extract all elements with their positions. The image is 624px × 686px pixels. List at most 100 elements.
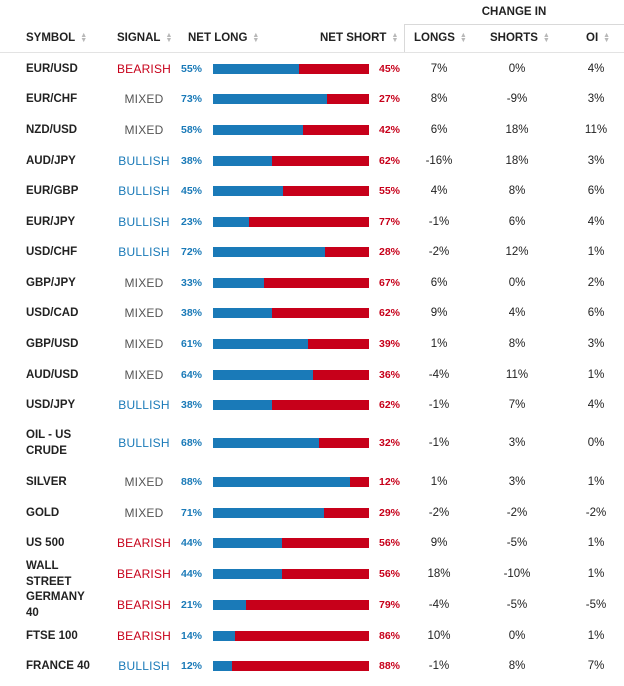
signal-label: BEARISH <box>116 628 172 643</box>
sort-signal-header[interactable]: SIGNAL ▲ ▼ <box>117 24 172 52</box>
net-long-bar-fill <box>213 477 350 487</box>
change-longs: -2% <box>428 246 450 258</box>
change-shorts: 0% <box>508 276 526 289</box>
symbol-link[interactable]: FTSE 100 <box>26 629 78 642</box>
table-row[interactable]: OIL - US CRUDE BULLISH 68% 32% -1% 3% 0% <box>0 420 624 466</box>
symbol-link[interactable]: GOLD <box>26 506 60 519</box>
table-row[interactable]: USD/CAD MIXED 38% 62% 9% 4% 6% <box>0 298 624 328</box>
table-row[interactable]: FTSE 100 BEARISH 14% 86% 10% 0% 1% <box>0 620 624 651</box>
net-long-percent: 33% <box>180 276 202 289</box>
change-longs: 18% <box>427 567 451 580</box>
change-longs: 1% <box>430 475 448 488</box>
sort-oi-header[interactable]: OI ▲ ▼ <box>586 24 610 52</box>
net-long-bar-fill <box>213 600 246 610</box>
signal-label: MIXED <box>124 275 164 290</box>
table-row[interactable]: GERMANY 40 BEARISH 21% 79% -4% -5% -5% <box>0 589 624 620</box>
symbol-link[interactable]: NZD/USD <box>26 123 78 136</box>
change-longs: 7% <box>430 63 448 75</box>
table-row[interactable]: US 500 BEARISH 44% 56% 9% -5% 1% <box>0 528 624 558</box>
symbol-link[interactable]: AUD/USD <box>26 368 79 381</box>
symbol-link[interactable]: EUR/CHF <box>26 93 78 105</box>
column-divider <box>404 24 405 53</box>
change-longs: 4% <box>430 185 448 197</box>
sort-net-short-header[interactable]: NET SHORT ▲ ▼ <box>320 24 398 52</box>
symbol-header-label: SYMBOL <box>26 32 76 44</box>
sentiment-bar <box>213 569 369 579</box>
table-row[interactable]: AUD/JPY BULLISH 38% 62% -16% 18% 3% <box>0 145 624 176</box>
change-shorts: 18% <box>505 123 529 136</box>
symbol-link[interactable]: AUD/JPY <box>26 154 76 167</box>
table-row[interactable]: NZD/USD MIXED 58% 42% 6% 18% 11% <box>0 114 624 145</box>
signal-label: BEARISH <box>116 62 172 76</box>
table-row[interactable]: EUR/JPY BULLISH 23% 77% -1% 6% 4% <box>0 206 624 237</box>
sentiment-bar <box>213 217 369 227</box>
table-row[interactable]: EUR/CHF MIXED 73% 27% 8% -9% 3% <box>0 84 624 114</box>
net-long-percent: 64% <box>180 368 202 381</box>
signal-label: MIXED <box>124 336 164 351</box>
signal-label: BULLISH <box>118 153 170 168</box>
change-shorts: -2% <box>506 506 528 519</box>
table-row[interactable]: WALL STREET BEARISH 44% 56% 18% -10% 1% <box>0 558 624 589</box>
net-long-percent: 71% <box>180 506 202 519</box>
sort-shorts-header[interactable]: SHORTS ▲ ▼ <box>490 24 550 52</box>
symbol-link[interactable]: GBP/USD <box>26 337 79 350</box>
symbol-link[interactable]: US 500 <box>26 537 65 549</box>
net-short-percent: 45% <box>378 63 400 75</box>
net-long-bar-fill <box>213 661 232 671</box>
net-long-bar-fill <box>213 438 319 448</box>
table-row[interactable]: USD/JPY BULLISH 38% 62% -1% 7% 4% <box>0 390 624 420</box>
net-long-percent: 55% <box>180 63 202 75</box>
sort-net-long-header[interactable]: NET LONG ▲ ▼ <box>188 24 259 52</box>
net-short-bar-fill <box>232 661 369 671</box>
net-long-percent: 73% <box>180 93 202 105</box>
change-oi: 1% <box>587 246 605 258</box>
symbol-link[interactable]: USD/CHF <box>26 246 78 258</box>
symbol-link[interactable]: EUR/USD <box>26 63 78 75</box>
sort-arrows-icon: ▲ ▼ <box>165 32 173 44</box>
symbol-link[interactable]: WALL STREET <box>26 559 72 588</box>
table-row[interactable]: GOLD MIXED 71% 29% -2% -2% -2% <box>0 497 624 528</box>
table-row[interactable]: SILVER MIXED 88% 12% 1% 3% 1% <box>0 466 624 497</box>
change-shorts: 8% <box>508 185 526 197</box>
net-short-bar-fill <box>264 278 369 288</box>
table-row[interactable]: AUD/USD MIXED 64% 36% -4% 11% 1% <box>0 359 624 390</box>
net-short-percent: 42% <box>378 123 400 136</box>
symbol-link[interactable]: OIL - US CRUDE <box>26 429 72 457</box>
table-row[interactable]: EUR/USD BEARISH 55% 45% 7% 0% 4% <box>0 54 624 84</box>
sort-longs-header[interactable]: LONGS ▲ ▼ <box>414 24 467 52</box>
symbol-link[interactable]: USD/JPY <box>26 399 76 411</box>
table-row[interactable]: GBP/USD MIXED 61% 39% 1% 8% 3% <box>0 328 624 359</box>
sentiment-bar <box>213 64 369 74</box>
signal-label: MIXED <box>124 474 164 489</box>
net-long-percent: 61% <box>180 337 202 350</box>
sentiment-bar <box>213 600 369 610</box>
symbol-link[interactable]: FRANCE 40 <box>26 660 90 672</box>
change-oi: -5% <box>585 598 607 611</box>
table-row[interactable]: FRANCE 40 BULLISH 12% 88% -1% 8% 7% <box>0 651 624 681</box>
sort-arrows-icon: ▲ ▼ <box>252 32 260 44</box>
net-long-bar-fill <box>213 538 282 548</box>
change-shorts: 0% <box>508 63 526 75</box>
symbol-link[interactable]: SILVER <box>26 475 67 488</box>
change-longs: 1% <box>430 337 448 350</box>
symbol-link[interactable]: USD/CAD <box>26 307 79 319</box>
net-short-bar-fill <box>308 339 369 349</box>
change-oi: 1% <box>587 537 605 549</box>
net-long-percent: 45% <box>180 185 202 197</box>
change-shorts: 6% <box>508 215 526 228</box>
symbol-link[interactable]: EUR/GBP <box>26 185 79 197</box>
net-short-percent: 39% <box>378 337 400 350</box>
table-row[interactable]: USD/CHF BULLISH 72% 28% -2% 12% 1% <box>0 237 624 267</box>
net-short-bar-fill <box>272 400 369 410</box>
signal-label: MIXED <box>124 92 164 106</box>
table-row[interactable]: GBP/JPY MIXED 33% 67% 6% 0% 2% <box>0 267 624 298</box>
table-row[interactable]: EUR/GBP BULLISH 45% 55% 4% 8% 6% <box>0 176 624 206</box>
symbol-link[interactable]: GERMANY 40 <box>26 590 85 619</box>
change-oi: 4% <box>587 215 605 228</box>
net-long-bar-fill <box>213 569 282 579</box>
symbol-link[interactable]: GBP/JPY <box>26 276 76 289</box>
sort-symbol-header[interactable]: SYMBOL ▲ ▼ <box>26 24 87 52</box>
change-shorts: 11% <box>505 368 529 381</box>
symbol-link[interactable]: EUR/JPY <box>26 215 76 228</box>
